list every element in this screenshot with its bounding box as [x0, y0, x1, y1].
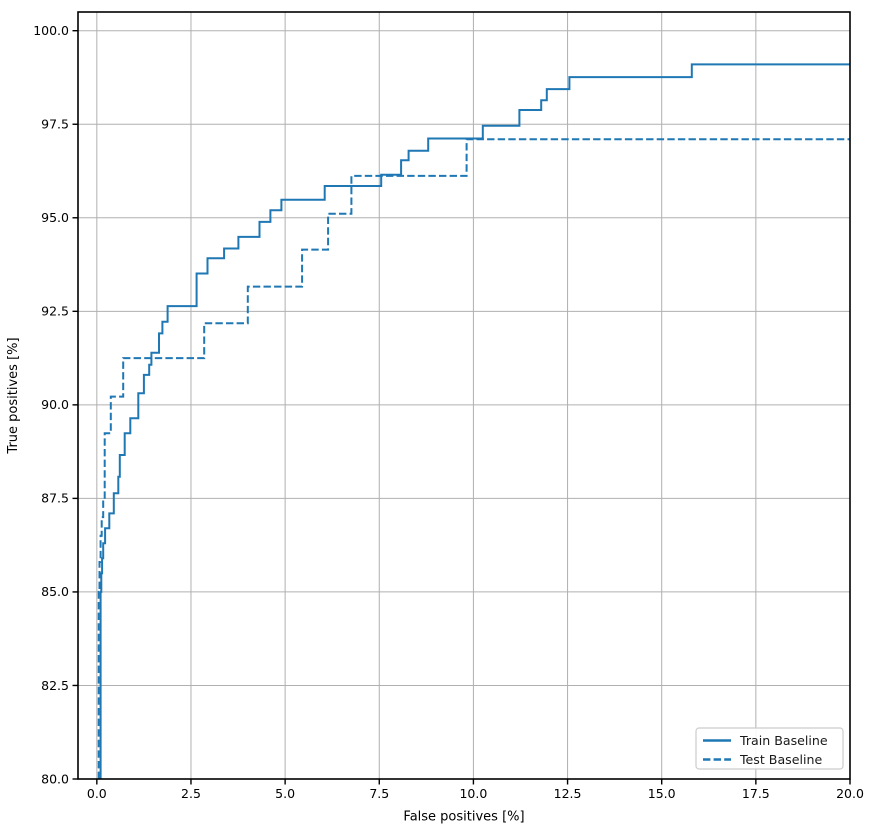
legend-label-train-baseline: Train Baseline — [739, 733, 828, 748]
y-tick-label: 92.5 — [41, 304, 69, 319]
x-tick-label: 12.5 — [554, 786, 582, 801]
legend — [695, 727, 844, 770]
series-line-test-baseline — [97, 138, 850, 779]
x-tick-label: 2.5 — [181, 786, 201, 801]
y-tick-label: 87.5 — [41, 491, 69, 506]
y-tick-label: 95.0 — [41, 210, 69, 225]
y-tick-label: 80.0 — [41, 771, 69, 786]
x-tick-label: 15.0 — [648, 786, 676, 801]
series-line-train-baseline — [99, 63, 850, 779]
x-tick-label: 17.5 — [742, 786, 770, 801]
y-tick-label: 90.0 — [41, 397, 69, 412]
x-tick-label: 7.5 — [369, 786, 389, 801]
x-tick-label: 5.0 — [275, 786, 295, 801]
y-tick-label: 100.0 — [33, 23, 69, 38]
y-tick-label: 97.5 — [41, 117, 69, 132]
x-tick-label: 0.0 — [87, 786, 107, 801]
y-tick-label: 85.0 — [41, 584, 69, 599]
legend-label-test-baseline: Test Baseline — [739, 752, 822, 767]
plot-border — [77, 11, 851, 780]
y-axis-label: True positives [%] — [6, 337, 21, 454]
x-axis-label: False positives [%] — [403, 810, 524, 825]
y-tick-label: 82.5 — [41, 678, 69, 693]
x-tick-label: 10.0 — [459, 786, 487, 801]
x-tick-label: 20.0 — [836, 786, 864, 801]
